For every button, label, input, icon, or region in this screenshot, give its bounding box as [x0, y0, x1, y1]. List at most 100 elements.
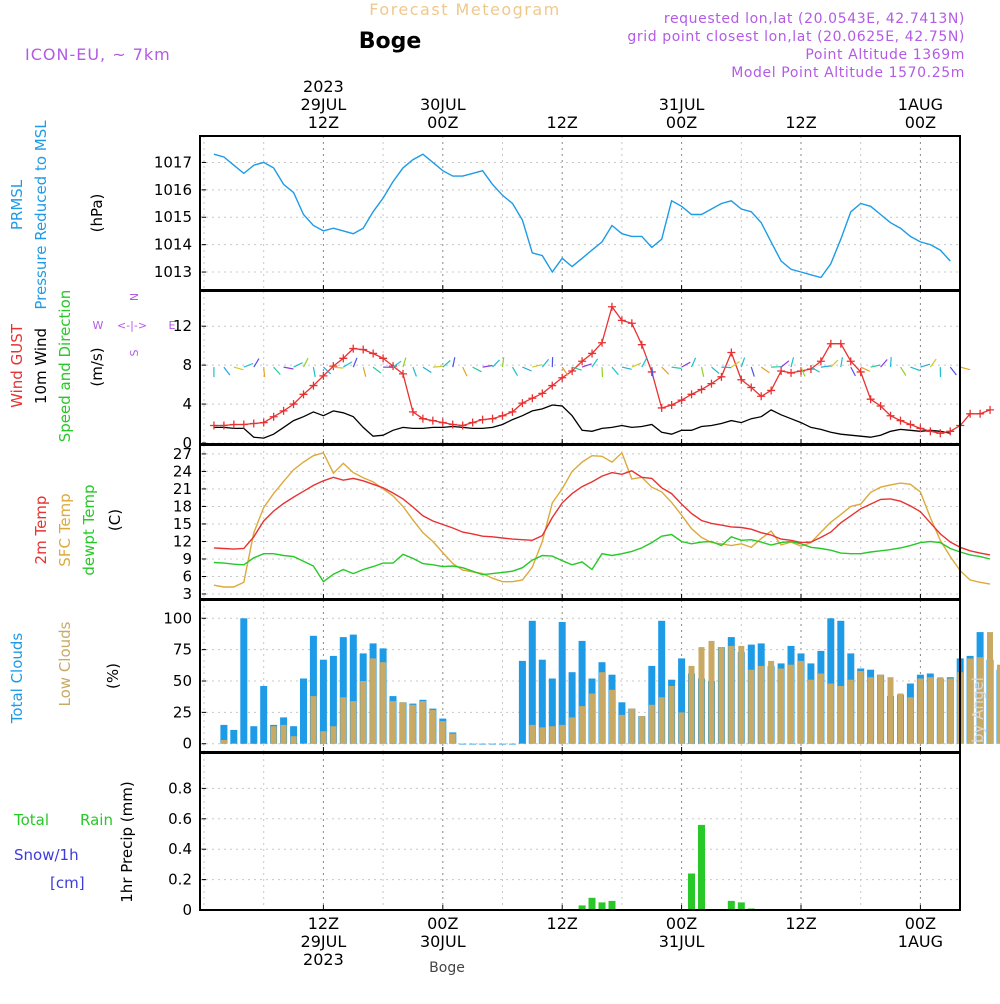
- wind-arrow: [831, 360, 838, 367]
- wind-arrow: [443, 361, 451, 368]
- wind-arrow: [662, 367, 669, 374]
- low-cloud-bar: [330, 726, 336, 744]
- low-cloud-bar: [947, 679, 953, 744]
- wind-arrow: [254, 359, 259, 368]
- watermark: by Angel: [969, 677, 987, 743]
- precip-panel: 00.20.40.60.8: [168, 779, 960, 919]
- wind-arrow: [821, 366, 831, 367]
- y-tick-label: 12: [173, 317, 192, 335]
- rain-bar: [599, 902, 606, 910]
- rain-bar: [738, 902, 745, 910]
- low-cloud-bar: [400, 702, 406, 743]
- low-cloud-bar: [669, 686, 675, 744]
- temp-unit-label: (C): [106, 509, 124, 531]
- low-cloud-bar: [748, 670, 754, 744]
- compass-s: S: [128, 349, 141, 356]
- rain-bar: [609, 901, 616, 910]
- wind-arrow: [682, 362, 691, 367]
- wind-arrow: [881, 360, 888, 368]
- total-cloud-bar: [250, 726, 257, 744]
- low-cloud-bar: [410, 705, 416, 744]
- gust-marker: [698, 385, 706, 393]
- low-cloud-bar: [907, 697, 913, 743]
- point-altitude: Point Altitude 1369m: [805, 47, 965, 63]
- gust-marker: [658, 404, 666, 412]
- gust-marker: [479, 416, 487, 424]
- compass-e: E: [169, 319, 176, 332]
- t2m-line: [214, 471, 990, 555]
- low-cloud-bar: [679, 712, 685, 743]
- sfc-temp-label: SFC Temp: [56, 493, 74, 566]
- wind-arrow: [910, 367, 919, 370]
- wind-arrow: [602, 367, 603, 377]
- time-tick-label-top: 1AUG: [898, 95, 943, 114]
- y-tick-label: 1015: [154, 208, 192, 226]
- time-tick-label-bottom: 31JUL: [659, 932, 705, 951]
- low-cloud-bar: [868, 677, 874, 744]
- low-cloud-bar: [768, 661, 774, 744]
- wind-arrow: [692, 358, 696, 367]
- low-cloud-bar: [798, 661, 804, 744]
- gust-marker: [767, 386, 775, 394]
- gust-marker: [369, 349, 377, 357]
- gust-marker: [727, 348, 735, 356]
- time-tick-label-bottom: 00Z: [666, 914, 697, 933]
- low-cloud-bar: [699, 647, 705, 744]
- wind-arrow: [791, 357, 794, 367]
- low-cloud-bar: [271, 726, 277, 744]
- prmsl-label: PRMSL: [8, 179, 26, 230]
- wind-arrow: [274, 367, 281, 374]
- rain-bar: [688, 874, 695, 911]
- low-cloud-bar: [649, 705, 655, 744]
- wind-arrow: [313, 367, 315, 377]
- low-cloud-bar: [858, 671, 864, 744]
- wind-arrow: [712, 367, 720, 373]
- y-tick-label: 24: [173, 462, 192, 480]
- wind-arrow: [403, 358, 406, 368]
- precip-unit-label: 1hr Precip (mm): [118, 781, 136, 902]
- snow-label: Snow/1h: [14, 846, 79, 864]
- rain-bar: [698, 825, 705, 910]
- total-cloud-bar: [499, 744, 506, 745]
- y-tick-label: 9: [182, 550, 192, 568]
- station-name: Boge: [359, 29, 422, 54]
- gust-marker: [280, 407, 288, 415]
- wind-arrow: [960, 367, 970, 370]
- wind-arrow: [522, 367, 531, 371]
- wind-arrow: [493, 360, 500, 367]
- gust-marker: [230, 421, 238, 429]
- wind-arrow: [901, 367, 906, 375]
- y-tick-label: 6: [182, 567, 192, 585]
- wind-arrow: [761, 367, 769, 373]
- y-tick-label: 75: [173, 641, 192, 659]
- low-cloud-bar: [360, 681, 366, 744]
- y-tick-label: 4: [182, 395, 192, 413]
- gust-marker: [867, 395, 875, 403]
- model-name: ICON-EU, ~ 7km: [25, 45, 171, 64]
- total-cloud-bar: [300, 679, 307, 744]
- y-tick-label: 21: [173, 480, 192, 498]
- gust-marker: [906, 421, 914, 429]
- snow-unit-label: [cm]: [50, 874, 85, 892]
- low-cloud-bar: [539, 727, 545, 743]
- low-cloud-bar: [728, 646, 734, 744]
- low-cloud-bar: [221, 740, 227, 744]
- compass-w: W: [93, 319, 104, 332]
- time-tick-label-top: 00Z: [905, 113, 936, 132]
- low-cloud-bar: [549, 726, 555, 744]
- low-cloud-bar: [310, 696, 316, 744]
- low-cloud-bar: [370, 658, 376, 743]
- y-tick-label: 0.2: [168, 871, 192, 889]
- wind-arrow: [304, 358, 309, 367]
- gust-marker: [499, 412, 507, 420]
- y-tick-label: 18: [173, 497, 192, 515]
- low-cloud-bar: [828, 684, 834, 744]
- y-tick-label: 3: [182, 585, 192, 603]
- gust-marker: [777, 367, 785, 375]
- wind-arrow: [751, 367, 754, 377]
- time-tick-label-top: 00Z: [427, 113, 458, 132]
- wind-arrow: [483, 366, 493, 368]
